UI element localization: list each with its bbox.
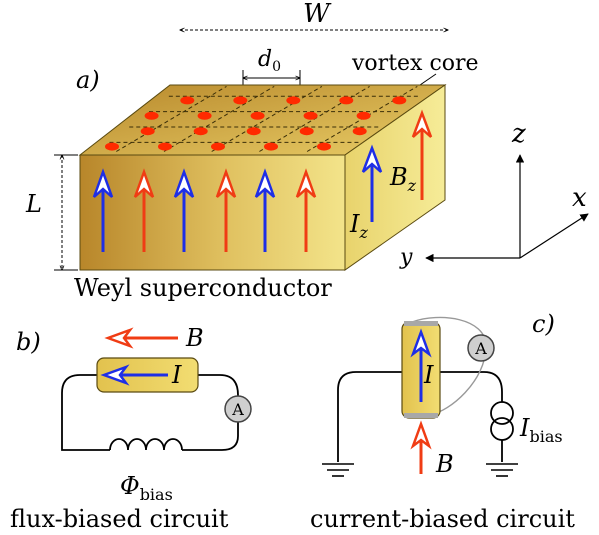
panel-b-tag: b) xyxy=(16,328,41,356)
circuit-b-right-wire-top xyxy=(198,374,239,396)
ammeter-label-b: A xyxy=(231,400,244,419)
vortex-cores xyxy=(105,96,407,151)
current-source-top-ring xyxy=(490,401,514,425)
side-current-arrow xyxy=(361,144,383,222)
panel-c-tag: c) xyxy=(532,310,555,338)
current-arrowhead-c xyxy=(410,328,432,358)
vortex-core xyxy=(140,127,155,136)
circuit-c-left-wire xyxy=(337,371,402,462)
panel-a: a) W d0 vortex core L xyxy=(25,0,589,302)
field-arrow xyxy=(215,168,237,252)
ground-left xyxy=(322,463,354,477)
vortex-core xyxy=(144,111,159,120)
spacing-label: d0 xyxy=(258,47,281,75)
vortex-core xyxy=(392,96,407,105)
circuit-b-right-wire-bottom xyxy=(182,422,239,451)
current-label-c: I xyxy=(423,361,434,389)
ammeter-label-c: A xyxy=(474,339,487,358)
vortex-core xyxy=(193,127,208,136)
panel-a-tag: a) xyxy=(76,66,100,94)
panel-b: b) B Φbias A I flux-biased circuit xyxy=(10,324,252,533)
field-arrowhead-c xyxy=(410,420,432,450)
vortex-core xyxy=(356,111,371,120)
circuit-b-left-wire xyxy=(61,374,110,451)
vortex-core xyxy=(180,96,195,105)
vortex-core xyxy=(105,142,119,151)
width-label: W xyxy=(303,0,332,29)
vortex-core xyxy=(339,96,354,105)
vortex-core xyxy=(286,96,301,105)
axes: z x y xyxy=(399,119,589,270)
bias-current-label: Ibias xyxy=(519,414,563,446)
x-axis xyxy=(519,213,589,259)
axis-x-label: x xyxy=(572,183,587,213)
field-arrow xyxy=(295,168,317,252)
flux-circuit-caption: flux-biased circuit xyxy=(10,505,229,533)
current-arrow xyxy=(92,168,114,252)
vortex-core xyxy=(158,142,172,151)
vortex-core xyxy=(317,142,331,151)
field-arrowhead-b xyxy=(104,327,134,349)
field-label-a: Bz xyxy=(389,163,417,195)
current-source-bottom-ring xyxy=(490,417,514,441)
current-arrow xyxy=(173,168,195,252)
lattice-column-line xyxy=(211,85,323,152)
vortex-core xyxy=(303,111,318,120)
current-label-b: I xyxy=(171,361,182,389)
field-arrow xyxy=(133,168,155,252)
vortex-core xyxy=(211,142,225,151)
thickness-label: L xyxy=(25,190,42,218)
current-arrow xyxy=(254,168,276,252)
contact-top xyxy=(404,321,438,326)
field-label-b: B xyxy=(185,324,204,352)
vortex-core xyxy=(197,111,212,120)
vortex-core xyxy=(233,96,248,105)
current-arrowhead-b xyxy=(100,364,130,386)
ammeter-c xyxy=(467,334,495,362)
vortex-core-label: vortex core xyxy=(351,51,479,76)
side-field-arrow xyxy=(411,109,433,200)
field-label-c: B xyxy=(435,450,454,478)
flux-bias-label: Φbias xyxy=(120,472,173,504)
panel-c: c) Ibias A I B cu xyxy=(310,310,575,533)
material-label: Weyl superconductor xyxy=(74,274,332,302)
vortex-core xyxy=(299,127,314,136)
vortex-core xyxy=(246,127,261,136)
vortex-core xyxy=(352,127,367,136)
front-arrows xyxy=(92,168,317,252)
current-circuit-caption: current-biased circuit xyxy=(310,505,575,533)
axis-z-label: z xyxy=(511,119,526,149)
axis-y-label: y xyxy=(399,245,413,270)
ammeter-b xyxy=(224,395,252,423)
current-label-a: Iz xyxy=(349,210,368,242)
vortex-core xyxy=(264,142,278,151)
lattice-column-line xyxy=(163,85,275,152)
lattice-column-line xyxy=(116,85,227,152)
ground-right xyxy=(486,463,518,477)
inductor-coil xyxy=(109,438,183,451)
vortex-core xyxy=(250,111,265,120)
circuit-c-right-wire xyxy=(440,371,503,402)
contact-bottom xyxy=(404,413,438,418)
